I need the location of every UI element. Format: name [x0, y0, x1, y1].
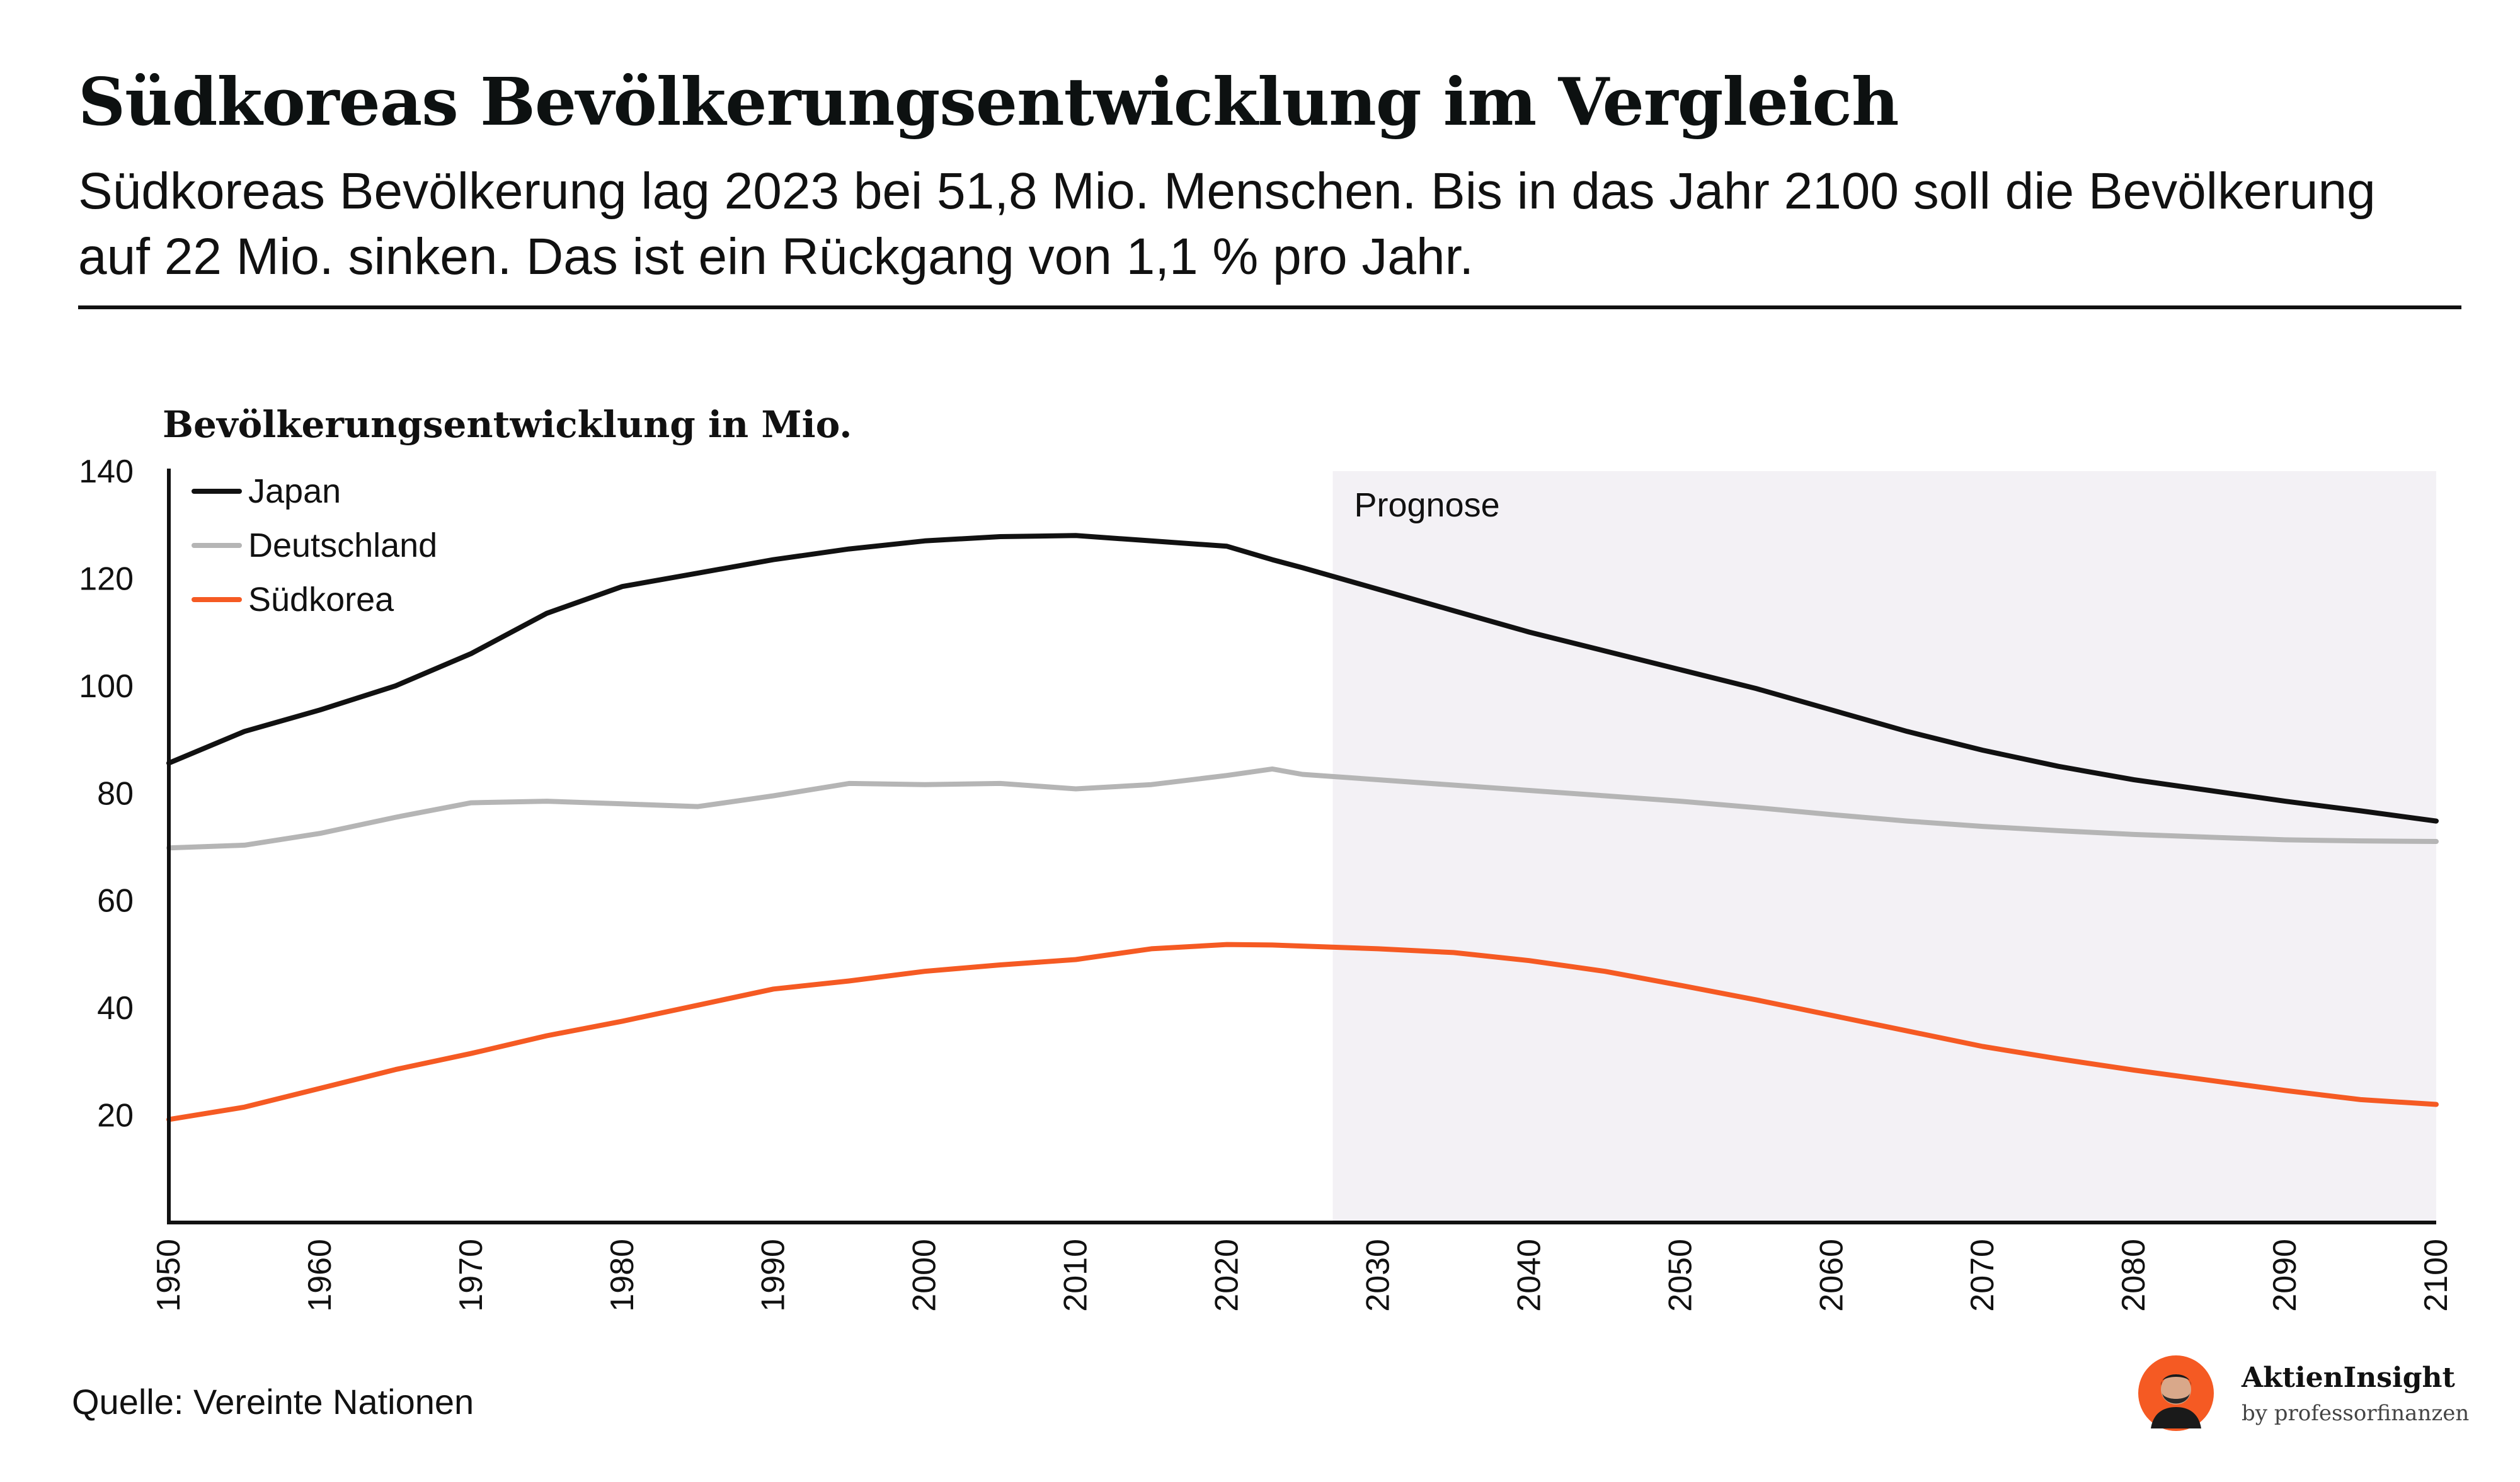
avatar-icon: [2138, 1355, 2214, 1431]
brand-logo: AktienInsight by professorfinanzen: [2137, 1349, 2471, 1437]
legend-label-japan: Japan: [248, 472, 341, 510]
series-line-japan: [166, 533, 2439, 824]
x-tick-label: 1970: [453, 1239, 490, 1312]
forecast-label: Prognose: [1354, 486, 1499, 524]
x-tick-label: 2030: [1360, 1239, 1396, 1312]
series-lines: [166, 533, 2439, 1122]
x-tick-labels: 1950 1960 1970 1980 1990 2000 2010 2020 2030 2040…: [151, 1239, 2454, 1312]
forecast-region: [1332, 471, 2436, 1223]
y-tick-label: 140: [79, 453, 134, 490]
x-tick-label: 2070: [1964, 1239, 2001, 1312]
page-subtitle: Südkoreas Bevölkerung lag 2023 bei 51,8 …: [78, 162, 2376, 285]
x-tick-label: 2010: [1058, 1239, 1094, 1312]
x-tick-label: 2100: [2418, 1239, 2454, 1312]
x-tick-label: 2000: [907, 1239, 943, 1312]
y-tick-label: 80: [97, 775, 134, 812]
legend-label-südkorea: Südkorea: [248, 581, 394, 618]
y-tick-label: 100: [79, 668, 134, 705]
page-title: Südkoreas Bevölkerungsentwicklung im Ver…: [78, 63, 1899, 140]
y-tick-label: 40: [97, 990, 134, 1027]
x-tick-label: 2090: [2267, 1239, 2303, 1312]
brand-name: AktienInsight: [2242, 1362, 2455, 1394]
chart-title: Bevölkerungsentwicklung in Mio.: [163, 403, 852, 446]
y-tick-label: 20: [97, 1098, 134, 1134]
source-note: Quelle: Vereinte Nationen: [72, 1382, 474, 1422]
y-tick-label: 120: [79, 561, 134, 597]
x-tick-label: 1980: [604, 1239, 641, 1312]
x-tick-label: 2050: [1662, 1239, 1698, 1312]
brand-subline: by professorfinanzen: [2242, 1401, 2470, 1426]
legend-label-deutschland: Deutschland: [248, 527, 437, 564]
x-tick-label: 2080: [2116, 1239, 2152, 1312]
series-line-südkorea: [166, 942, 2439, 1122]
header-divider: [78, 305, 2461, 309]
x-tick-label: 2040: [1511, 1239, 1547, 1312]
series-line-deutschland: [166, 766, 2439, 851]
legend: Japan Deutschland Südkorea: [192, 472, 437, 618]
y-tick-labels: 20 40 60 80 100 120 140: [79, 453, 134, 1134]
x-tick-label: 2060: [1813, 1239, 1850, 1312]
y-tick-label: 60: [97, 883, 134, 920]
x-tick-label: 2020: [1209, 1239, 1246, 1312]
x-tick-label: 1950: [151, 1239, 187, 1312]
x-tick-label: 1960: [302, 1239, 338, 1312]
x-tick-label: 1990: [755, 1239, 792, 1312]
